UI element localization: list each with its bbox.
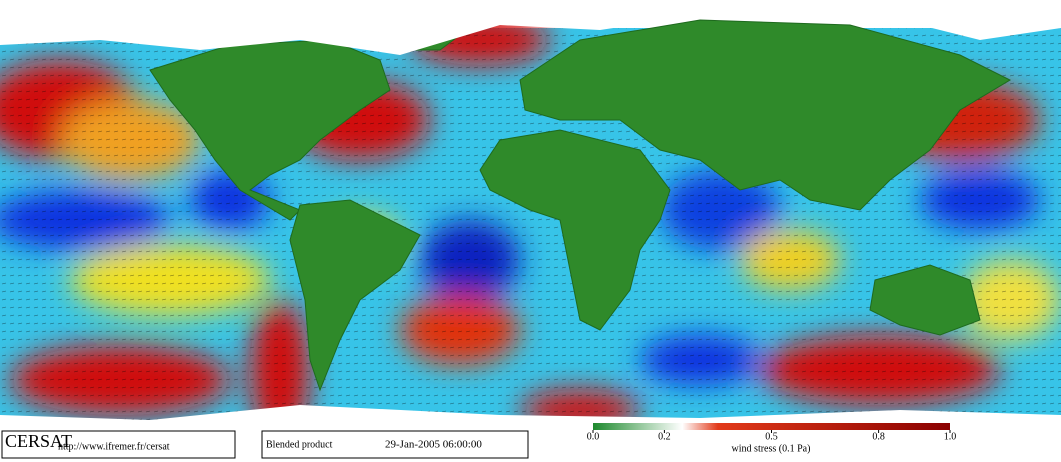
colorbar-tick-label: 0.5 [765,431,778,442]
colorbar-label: wind stress (0.1 Pa) [732,443,811,454]
colorbar [593,423,950,430]
footer-background [0,430,1061,462]
colorbar-tick-label: 0.2 [658,431,671,442]
logo: CERSAT [5,431,72,451]
land [149,0,1012,392]
info-box [261,430,529,459]
colorbar-tick-label: 0.8 [872,431,885,442]
logo-box [1,430,236,459]
map [0,0,1061,440]
timestamp: 29-Jan-2005 06:00:00 [385,439,482,451]
colorbar-tick-label: 0.0 [587,431,600,442]
footer: CERSAT http://www.ifremer.fr/cersat Blen… [0,423,1061,462]
url: http://www.ifremer.fr/cersat [58,441,170,452]
colorbar-tick-label: 1.0 [944,431,957,442]
product: Blended product [266,439,333,450]
